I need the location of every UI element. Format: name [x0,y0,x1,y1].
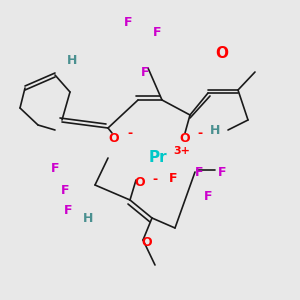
Text: F: F [64,203,72,217]
Text: -: - [197,128,202,140]
Text: O: O [135,176,145,190]
Text: O: O [142,236,152,250]
Text: -: - [152,172,158,185]
Text: H: H [210,124,220,136]
Text: F: F [195,167,203,179]
Text: -: - [128,128,133,140]
Text: O: O [109,131,119,145]
Text: F: F [51,161,59,175]
Text: F: F [141,65,149,79]
Text: H: H [67,53,77,67]
Text: 3+: 3+ [174,146,190,156]
Text: F: F [124,16,132,28]
Text: F: F [204,190,212,203]
Text: F: F [153,26,161,38]
Text: H: H [83,212,93,224]
Text: F: F [61,184,69,196]
Text: O: O [215,46,229,61]
Text: F: F [218,167,226,179]
Text: Pr: Pr [149,151,167,166]
Text: O: O [180,131,190,145]
Text: F: F [169,172,177,184]
